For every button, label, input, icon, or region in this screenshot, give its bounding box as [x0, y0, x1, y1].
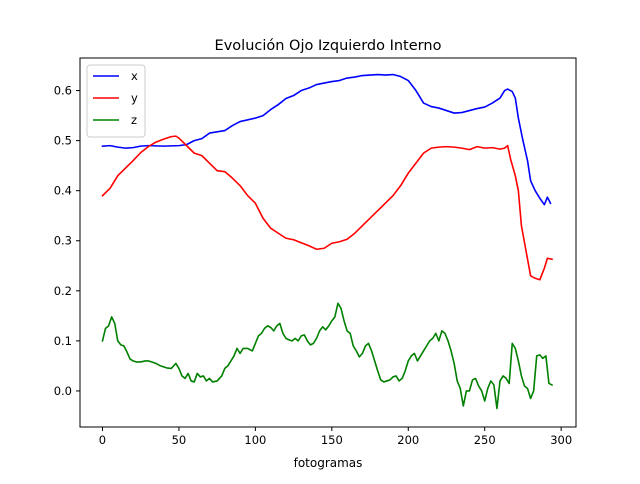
x-tick-label: 250 — [474, 433, 496, 447]
x-tick-label: 100 — [244, 433, 266, 447]
axes-layer: 0 50 100 150 200 250 300 0.0 0.1 0.2 0.3 0.4 0.5 0.6 — [54, 57, 577, 447]
y-tick-label: 0.2 — [54, 284, 72, 298]
legend-label-z: z — [131, 113, 137, 127]
x-axis-label: fotogramas — [294, 456, 363, 470]
legend-label-x: x — [131, 69, 138, 83]
x-tick-label: 50 — [172, 433, 187, 447]
y-tick-label: 0.0 — [54, 384, 72, 398]
y-tick-label: 0.4 — [54, 184, 72, 198]
y-tick-label: 0.3 — [54, 234, 72, 248]
y-tick-label: 0.6 — [54, 84, 72, 98]
y-tick-label: 0.5 — [54, 134, 72, 148]
series-layer — [101, 73, 554, 410]
y-tick-label: 0.1 — [54, 334, 72, 348]
plot-frame — [79, 57, 577, 428]
legend: xyz — [86, 64, 146, 138]
legend-box — [86, 64, 146, 138]
x-tick-label: 300 — [550, 433, 572, 447]
x-tick-label: 150 — [321, 433, 343, 447]
series-line-y — [101, 135, 553, 281]
legend-label-y: y — [131, 91, 138, 105]
chart-title: Evolución Ojo Izquierdo Interno — [215, 38, 442, 54]
series-line-z — [101, 302, 554, 410]
series-line-x — [101, 73, 552, 206]
x-tick-label: 200 — [397, 433, 419, 447]
x-tick-label: 0 — [99, 433, 106, 447]
